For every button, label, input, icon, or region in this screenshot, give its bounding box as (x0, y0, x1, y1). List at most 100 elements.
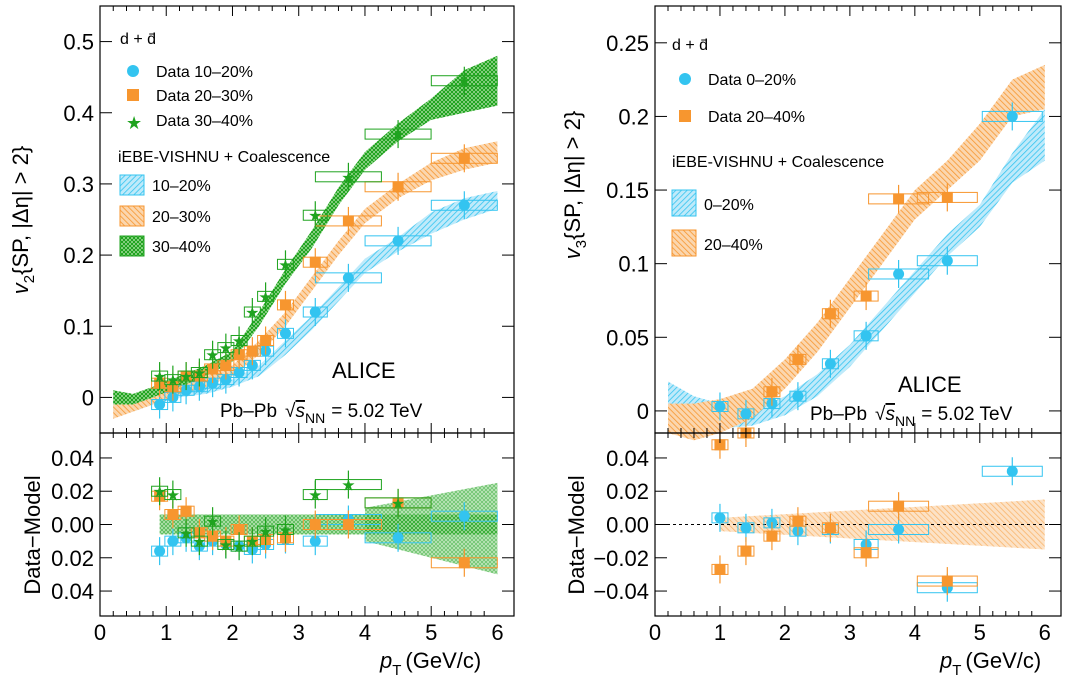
y-tick-label: 0.04 (606, 446, 649, 471)
data-point-square (740, 545, 752, 557)
sys-box (151, 370, 169, 382)
data-point-star: ★ (232, 539, 246, 556)
y-tick-label: 0.1 (618, 252, 649, 277)
data-point-circle (207, 377, 219, 389)
data-point-circle (458, 199, 470, 211)
x-tick-label: 1 (160, 620, 172, 645)
x-tick-label: 6 (1039, 620, 1051, 645)
v3-system-label: Pb–Pb √sNN = 5.02 TeV (810, 404, 1013, 429)
v3-ratio-bands (655, 499, 1061, 550)
v3-legend-title: d + d̄ (672, 37, 708, 54)
svg-text:★: ★ (126, 113, 142, 133)
data-point-star: ★ (166, 488, 180, 505)
y-tick-label: 0.1 (63, 314, 94, 339)
v2-ratio-panel: ★★★★★★★★★ ★★★★ 0 1 2 3 4 5 60.040.020.000.020.0… (20, 432, 515, 679)
data-point-circle (220, 374, 232, 386)
v2-legend-entry-20-30: Data 20–30% (127, 88, 253, 105)
data-point-star: ★ (205, 514, 219, 531)
v2-system-label: Pb–Pb √sNN = 5.02 TeV (220, 401, 423, 426)
x-tick-label: 5 (974, 620, 986, 645)
v3-model-legend-20-40: 20–40% (671, 229, 763, 257)
v3-top-ticks: 0 0.05 0.1 0.15 0.2 0.25 (606, 6, 1061, 433)
data-point-circle (740, 408, 752, 420)
x-tick-label: 3 (293, 620, 305, 645)
sys-box (276, 258, 294, 270)
sys-box (151, 485, 169, 497)
y-tick-label: 0.5 (63, 30, 94, 55)
data-point-square (309, 256, 321, 268)
y-tick-label: 0.3 (63, 172, 94, 197)
y-tick-label: 0.4 (63, 101, 94, 126)
data-point-star: ★ (457, 74, 471, 91)
model-band-orange (113, 141, 498, 419)
v2-x-axis-label: pT (GeV/c) (379, 648, 481, 679)
data-point-square (342, 215, 354, 227)
data-point-square (246, 345, 258, 357)
v2-model-title: iEBE-VISHNU + Coalescence (118, 149, 330, 166)
x-tick-label: 2 (226, 620, 238, 645)
y-tick-label: 0.2 (63, 243, 94, 268)
data-point-star: ★ (219, 341, 233, 358)
v2-top-panel: ★★★★★★★★★★★★★★ 00.10.20.30.40.5 v2{SP, |… (8, 5, 515, 434)
data-point-circle (792, 390, 804, 402)
data-point-star: ★ (258, 289, 272, 306)
data-point-star: ★ (308, 488, 322, 505)
x-tick-label: 3 (844, 620, 856, 645)
data-point-square (714, 439, 726, 451)
data-point-circle (714, 512, 726, 524)
data-point-circle (860, 330, 872, 342)
y-tick-label: 0.04 (51, 579, 94, 604)
data-point-circle (167, 535, 179, 547)
v3-ratio-points (711, 457, 1043, 602)
data-point-square (766, 386, 778, 398)
data-point-square (824, 522, 836, 534)
data-point-square (458, 152, 470, 164)
x-tick-label: 6 (491, 620, 503, 645)
svg-text:Data 20–40%: Data 20–40% (708, 109, 805, 126)
data-point-square (792, 515, 804, 527)
data-point-star: ★ (152, 369, 166, 386)
data-point-circle (1006, 110, 1018, 122)
v2-top-ticks: 0 0.1 0.2 0.3 0.4 0.5 (63, 6, 514, 433)
data-point-circle (458, 510, 470, 522)
data-point-star: ★ (278, 522, 292, 539)
data-point-circle (893, 268, 905, 280)
data-point-star: ★ (192, 534, 206, 551)
data-point-star: ★ (192, 366, 206, 383)
y-tick-label: 0.05 (606, 325, 649, 350)
y-tick-label: −0.02 (593, 546, 649, 571)
data-point-square (180, 505, 192, 517)
data-point-square (860, 290, 872, 302)
y-tick-label: 0 (82, 385, 94, 410)
y-tick-label: 0 (637, 399, 649, 424)
data-point-circle (740, 522, 752, 534)
data-point-square (342, 519, 354, 530)
v3-top-panel: 0 0.05 0.1 0.15 0.2 0.25 v3{SP, |Δη| > 2} d +… (560, 5, 1062, 459)
sys-box (276, 523, 294, 535)
data-point-star: ★ (391, 496, 405, 513)
data-point-square (260, 334, 272, 346)
y-tick-label: 0.02 (606, 479, 649, 504)
v3-ratio-ticks: 0 1 2 3 4 5 6 0.04 0.02 0.00 −0.02 −0.04 (593, 433, 1061, 645)
data-point-circle (714, 400, 726, 412)
v2-legend-title: d + d̄ (120, 31, 156, 48)
sys-box (314, 171, 382, 183)
x-tick-label: 5 (425, 620, 437, 645)
v3-ratio-y-label: Data−Model (564, 475, 589, 594)
v2-model-legend-20-30: 20–30% (119, 205, 211, 227)
sys-box (217, 538, 235, 550)
data-point-square (860, 547, 872, 559)
y-tick-label: 0.04 (51, 446, 94, 471)
data-point-star: ★ (278, 257, 292, 274)
sys-box (243, 306, 261, 318)
sys-box (190, 535, 208, 547)
v3-legend-entry-20-40: Data 20–40% (679, 109, 805, 126)
v3-y-axis-label: v3{SP, |Δη| > 2} (560, 111, 590, 259)
data-point-star: ★ (245, 534, 259, 551)
data-point-square (893, 500, 905, 512)
data-point-square (220, 359, 232, 371)
svg-text:10–20%: 10–20% (152, 178, 211, 195)
data-point-circle (180, 384, 192, 396)
v3-ratio-panel: 0 1 2 3 4 5 6 0.04 0.02 0.00 −0.02 −0.04 Data−Model… (564, 432, 1062, 679)
v3-x-axis-label: pT (GeV/c) (939, 648, 1041, 679)
